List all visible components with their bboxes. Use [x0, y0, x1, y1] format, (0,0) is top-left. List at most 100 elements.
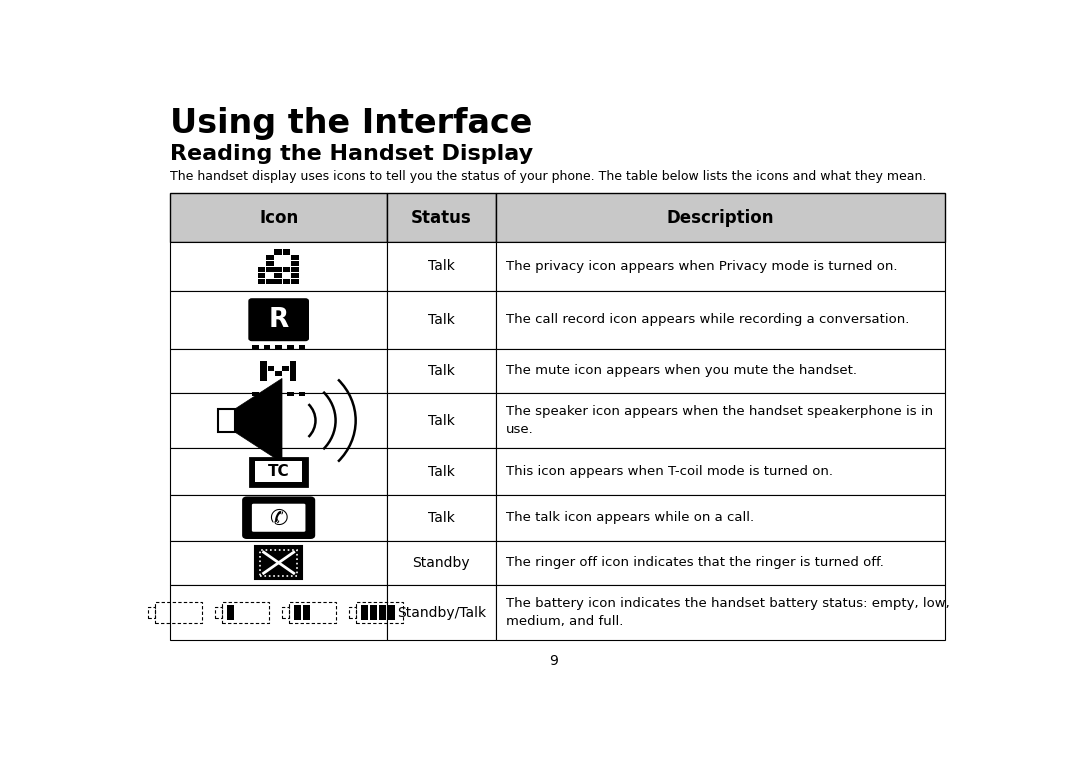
FancyBboxPatch shape [274, 272, 282, 278]
FancyBboxPatch shape [283, 267, 291, 272]
FancyBboxPatch shape [260, 361, 267, 366]
Text: Status: Status [411, 209, 472, 227]
Polygon shape [496, 242, 945, 291]
FancyBboxPatch shape [275, 392, 282, 396]
FancyBboxPatch shape [289, 366, 296, 370]
FancyBboxPatch shape [251, 458, 307, 486]
Polygon shape [496, 291, 945, 349]
Polygon shape [387, 291, 496, 349]
FancyBboxPatch shape [294, 606, 300, 619]
FancyBboxPatch shape [264, 392, 270, 396]
Text: Description: Description [666, 209, 774, 227]
Polygon shape [387, 584, 496, 641]
FancyBboxPatch shape [299, 345, 306, 350]
Text: The ringer off icon indicates that the ringer is turned off.: The ringer off icon indicates that the r… [505, 556, 883, 569]
Polygon shape [171, 349, 387, 392]
FancyBboxPatch shape [299, 392, 306, 396]
FancyBboxPatch shape [258, 279, 266, 284]
FancyBboxPatch shape [264, 345, 270, 350]
Text: Talk: Talk [428, 313, 455, 326]
Polygon shape [496, 392, 945, 449]
FancyBboxPatch shape [252, 392, 258, 396]
Polygon shape [235, 379, 282, 463]
FancyBboxPatch shape [252, 345, 258, 350]
FancyBboxPatch shape [287, 392, 294, 396]
Polygon shape [387, 349, 496, 392]
FancyBboxPatch shape [266, 267, 273, 272]
Polygon shape [171, 242, 387, 291]
Text: TC: TC [268, 464, 289, 479]
Polygon shape [171, 291, 387, 349]
Text: R: R [269, 307, 288, 332]
Polygon shape [496, 349, 945, 392]
FancyBboxPatch shape [266, 261, 273, 266]
Polygon shape [171, 584, 387, 641]
Polygon shape [496, 449, 945, 495]
Polygon shape [496, 495, 945, 541]
Text: Talk: Talk [428, 465, 455, 479]
Polygon shape [387, 194, 496, 242]
Text: Standby: Standby [413, 556, 470, 570]
Text: 9: 9 [549, 654, 558, 668]
FancyBboxPatch shape [289, 361, 296, 366]
Text: The battery icon indicates the handset battery status: empty, low,
medium, and f: The battery icon indicates the handset b… [505, 597, 949, 628]
Polygon shape [496, 194, 945, 242]
Polygon shape [387, 242, 496, 291]
FancyBboxPatch shape [292, 267, 299, 272]
FancyBboxPatch shape [283, 249, 291, 254]
FancyBboxPatch shape [289, 371, 296, 376]
FancyBboxPatch shape [258, 267, 266, 272]
FancyBboxPatch shape [268, 366, 274, 370]
Polygon shape [171, 449, 387, 495]
Text: Icon: Icon [259, 209, 298, 227]
FancyBboxPatch shape [260, 371, 267, 376]
Text: The call record icon appears while recording a conversation.: The call record icon appears while recor… [505, 313, 909, 326]
Polygon shape [387, 495, 496, 541]
Text: Talk: Talk [428, 260, 455, 273]
FancyBboxPatch shape [289, 376, 296, 381]
Text: Standby/Talk: Standby/Talk [396, 606, 486, 619]
Polygon shape [496, 541, 945, 584]
FancyBboxPatch shape [260, 376, 267, 381]
FancyBboxPatch shape [389, 606, 395, 619]
FancyBboxPatch shape [274, 249, 282, 254]
Polygon shape [171, 541, 387, 584]
Polygon shape [387, 541, 496, 584]
Text: Using the Interface: Using the Interface [171, 108, 532, 140]
FancyBboxPatch shape [218, 409, 235, 432]
FancyBboxPatch shape [227, 606, 233, 619]
Text: The privacy icon appears when Privacy mode is turned on.: The privacy icon appears when Privacy mo… [505, 260, 897, 272]
FancyBboxPatch shape [266, 279, 273, 284]
FancyBboxPatch shape [287, 345, 294, 350]
Text: Talk: Talk [428, 364, 455, 378]
FancyBboxPatch shape [255, 546, 302, 579]
FancyBboxPatch shape [283, 279, 291, 284]
FancyBboxPatch shape [258, 272, 266, 278]
Text: This icon appears when T-coil mode is turned on.: This icon appears when T-coil mode is tu… [505, 465, 833, 478]
FancyBboxPatch shape [282, 366, 289, 370]
Text: The mute icon appears when you mute the handset.: The mute icon appears when you mute the … [505, 364, 856, 377]
Text: Reading the Handset Display: Reading the Handset Display [171, 143, 534, 164]
Polygon shape [171, 392, 387, 449]
Polygon shape [387, 449, 496, 495]
FancyBboxPatch shape [292, 279, 299, 284]
Text: The handset display uses icons to tell you the status of your phone. The table b: The handset display uses icons to tell y… [171, 170, 927, 183]
FancyBboxPatch shape [369, 606, 377, 619]
FancyBboxPatch shape [275, 345, 282, 350]
FancyBboxPatch shape [260, 366, 267, 370]
Text: ✆: ✆ [269, 509, 288, 529]
FancyBboxPatch shape [292, 261, 299, 266]
FancyBboxPatch shape [292, 255, 299, 260]
FancyBboxPatch shape [292, 272, 299, 278]
Polygon shape [387, 392, 496, 449]
FancyBboxPatch shape [274, 267, 282, 272]
FancyBboxPatch shape [379, 606, 386, 619]
Polygon shape [171, 194, 387, 242]
Text: Talk: Talk [428, 414, 455, 427]
FancyBboxPatch shape [275, 371, 282, 376]
FancyBboxPatch shape [255, 461, 302, 482]
FancyBboxPatch shape [249, 299, 308, 340]
FancyBboxPatch shape [243, 498, 314, 537]
FancyBboxPatch shape [252, 504, 306, 532]
Text: The talk icon appears while on a call.: The talk icon appears while on a call. [505, 512, 754, 524]
